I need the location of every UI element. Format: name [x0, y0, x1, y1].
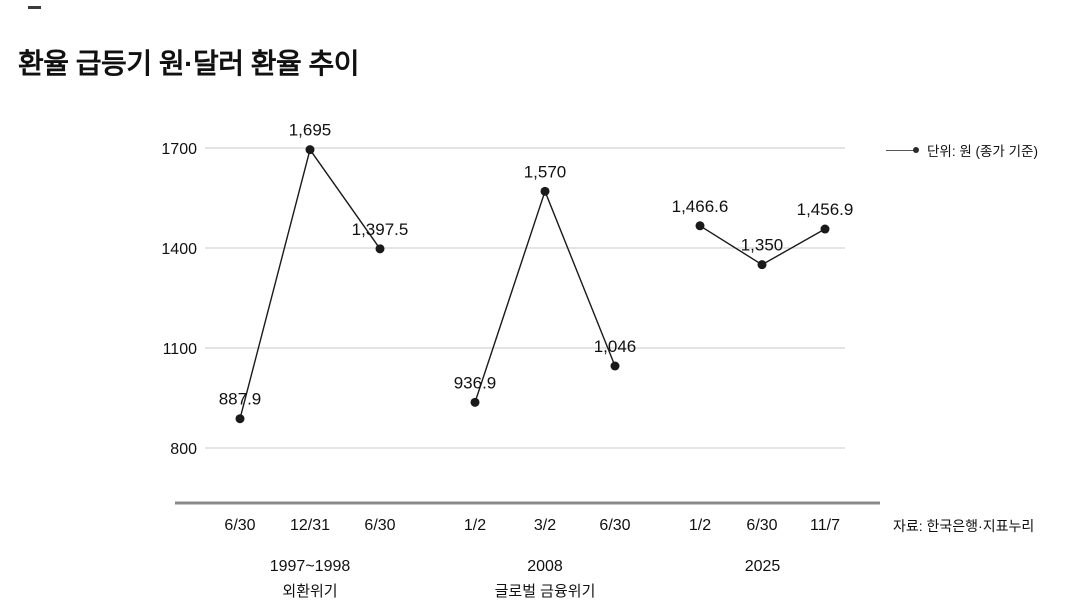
period-label: 1997~1998 [270, 558, 351, 575]
x-tick-label: 6/30 [224, 517, 255, 534]
x-tick-label: 3/2 [534, 517, 556, 534]
value-label: 1,466.6 [672, 197, 729, 216]
data-point [540, 186, 550, 196]
source-note: 자료: 한국은행·지표누리 [893, 518, 1035, 534]
y-tick-label: 1400 [161, 241, 197, 258]
line-dot-marker-icon [886, 147, 919, 153]
data-point [820, 224, 830, 234]
value-label: 1,570 [524, 162, 567, 181]
x-tick-label: 1/2 [689, 517, 711, 534]
series-line [474, 189, 616, 403]
x-tick-label: 6/30 [599, 517, 630, 534]
y-tick-label: 1700 [161, 141, 197, 158]
value-label: 887.9 [219, 390, 262, 409]
data-point [470, 397, 480, 407]
value-label: 936.9 [454, 373, 497, 392]
x-tick-label: 1/2 [464, 517, 486, 534]
value-label: 1,456.9 [797, 200, 854, 219]
period-label: 2025 [745, 558, 781, 575]
value-label: 1,046 [594, 337, 637, 356]
x-tick-label: 12/31 [290, 517, 330, 534]
data-point [375, 244, 385, 254]
data-point [305, 145, 315, 155]
data-point [235, 414, 245, 424]
x-tick-label: 6/30 [746, 517, 777, 534]
period-label: 2008 [527, 558, 563, 575]
top-left-mark [28, 6, 41, 9]
data-point [757, 260, 767, 270]
chart-title: 환율 급등기 원·달러 환율 추이 [18, 48, 360, 79]
chart-legend: 단위: 원 (종가 기준) [886, 140, 1038, 160]
y-tick-label: 1100 [163, 341, 198, 358]
value-label: 1,695 [289, 121, 332, 140]
series-line [239, 148, 381, 419]
value-label: 1,350 [741, 236, 784, 255]
x-tick-label: 11/7 [810, 517, 840, 534]
crisis-label: 글로벌 금융위기 [495, 583, 596, 600]
x-tick-label: 6/30 [364, 517, 395, 534]
crisis-label: 외환위기 [282, 583, 337, 600]
data-point [695, 221, 705, 231]
value-label: 1,397.5 [352, 220, 409, 239]
legend-dot-icon [913, 147, 919, 153]
data-point [610, 361, 620, 371]
y-tick-label: 800 [170, 441, 197, 458]
legend-label: 단위: 원 (종가 기준) [927, 144, 1038, 159]
